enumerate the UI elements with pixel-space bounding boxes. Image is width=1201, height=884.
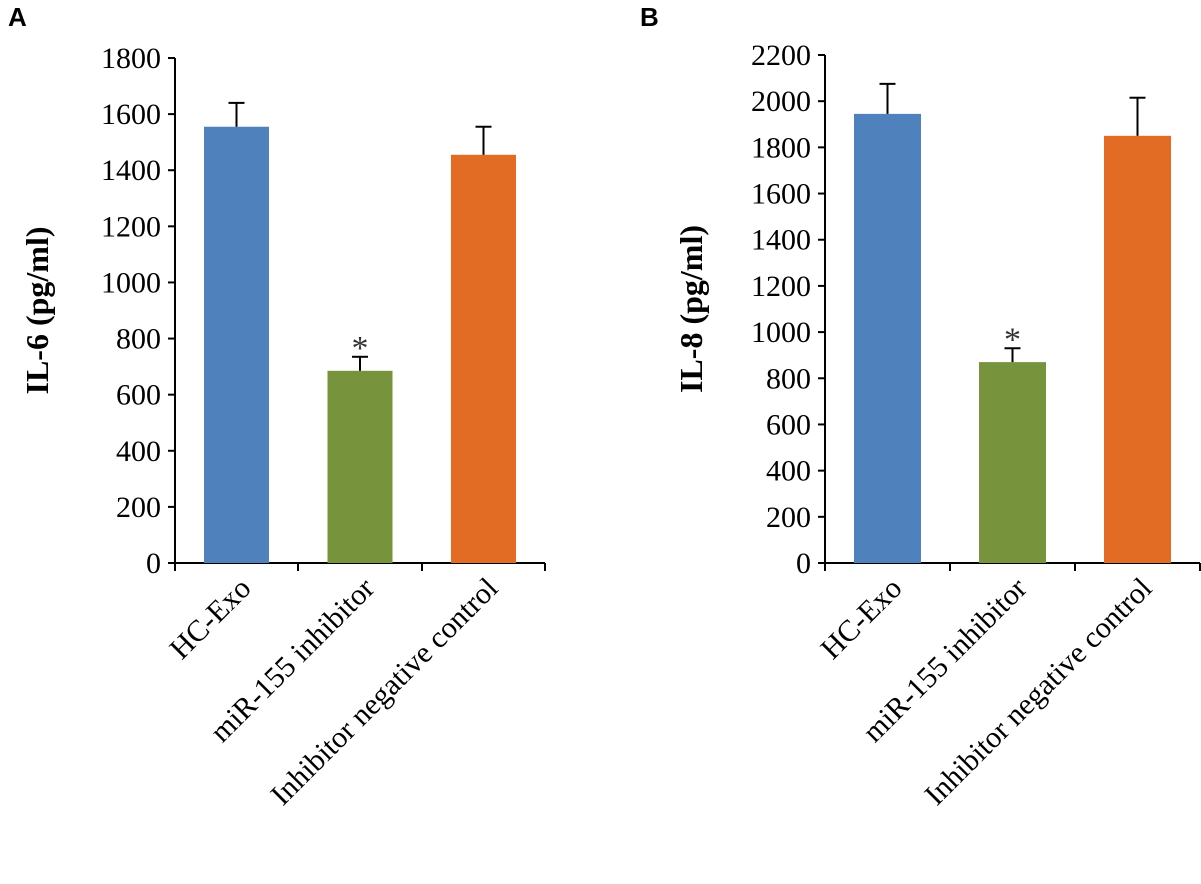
bar-1: [854, 113, 921, 563]
significance-marker: *: [352, 330, 369, 367]
y-tick-label: 200: [116, 491, 161, 524]
y-tick-label: 1000: [751, 316, 811, 349]
y-tick-label: 200: [766, 501, 811, 534]
significance-marker: *: [1004, 321, 1021, 358]
bar-1: [204, 126, 269, 563]
y-tick-label: 1600: [101, 98, 161, 131]
y-tick-label: 600: [766, 408, 811, 441]
bar-3: [451, 154, 516, 563]
chart-panel-a: A 0 200 400 600 800 1000 1200 1400 1600 1800 IL-6 (…: [8, 2, 546, 812]
bar-2: [327, 370, 393, 563]
y-axis-title: IL-6 (pg/ml): [19, 227, 55, 395]
y-tick-label: 400: [116, 435, 161, 468]
y-tick-label: 400: [766, 455, 811, 488]
panel-letter: A: [8, 2, 27, 32]
bar-3: [1104, 135, 1171, 563]
y-tick-label: 1600: [751, 178, 811, 211]
category-label: HC-Exo: [163, 572, 257, 666]
y-tick-label: 0: [796, 547, 811, 580]
panel-letter: B: [640, 2, 659, 32]
y-tick-label: 600: [116, 379, 161, 412]
y-tick-label: 2000: [751, 85, 811, 118]
y-tick-label: 1200: [751, 270, 811, 303]
category-label: HC-Exo: [814, 572, 908, 666]
y-tick-label: 0: [146, 547, 161, 580]
y-tick-label: 1400: [101, 154, 161, 187]
y-tick-label: 1800: [101, 42, 161, 75]
y-tick-label: 2200: [751, 39, 811, 72]
bar-2: [979, 362, 1046, 563]
y-tick-label: 800: [116, 323, 161, 356]
y-tick-label: 1200: [101, 210, 161, 243]
y-tick-label: 1400: [751, 224, 811, 257]
y-axis-title: IL-8 (pg/ml): [673, 225, 709, 393]
chart-panel-b: B 0 200 400 600 800 1000 1200 1400 1600 1800 2000 22…: [640, 2, 1201, 812]
y-tick-label: 1800: [751, 131, 811, 164]
y-tick-label: 1000: [101, 266, 161, 299]
category-label: Inhibitor negative control: [918, 572, 1158, 812]
category-label: Inhibitor negative control: [264, 572, 504, 812]
y-tick-label: 800: [766, 362, 811, 395]
